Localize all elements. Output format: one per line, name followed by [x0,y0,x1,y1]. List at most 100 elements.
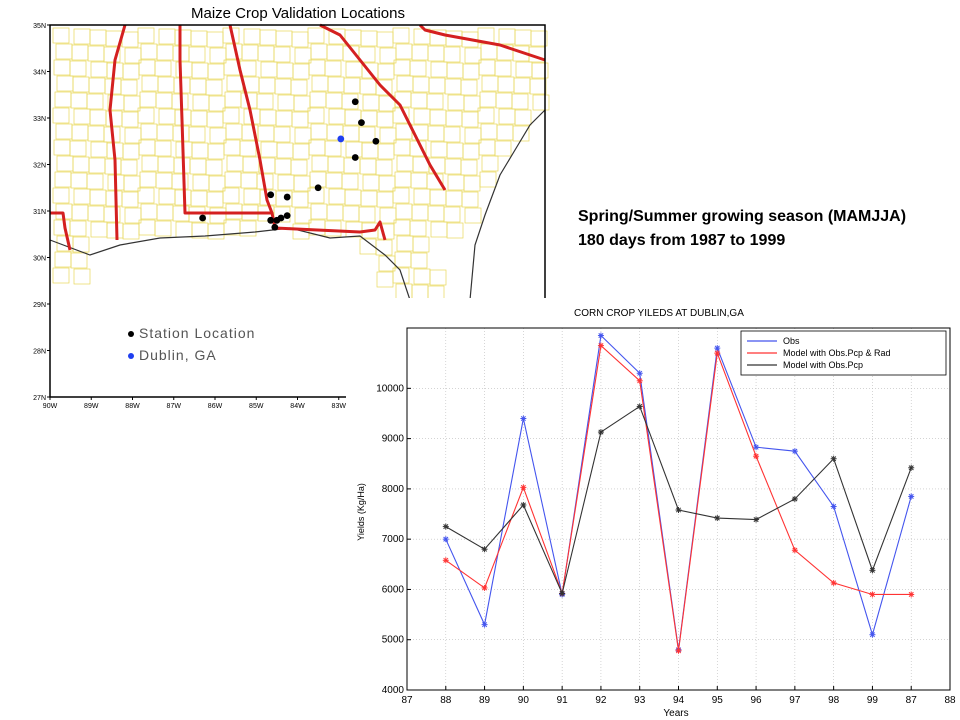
data-point [753,444,760,451]
county-cell [429,269,447,286]
data-point [520,484,527,491]
marker-stroke [908,493,914,499]
station-dot [277,214,285,222]
county-cell [222,187,240,204]
county-cell [69,60,87,77]
marker-stroke [637,403,643,409]
county-cell [222,107,240,124]
station-dot [351,154,359,161]
county-cell [464,207,482,224]
county-cell [52,107,70,124]
x-tick-label: 94 [673,695,685,706]
lat-label: 35N [33,23,46,30]
data-point [753,516,760,523]
data-point [442,536,449,543]
county-cell [103,46,121,63]
marker-stroke [869,567,875,573]
county-cell [171,173,189,190]
dublin-dot [337,135,345,143]
county-cell [103,206,121,223]
station-dot [267,191,275,199]
county-cell [120,79,138,96]
marker-stroke [520,502,526,508]
marker-stroke [753,517,759,523]
marker-stroke [443,557,449,563]
lat-label: 28N [33,349,46,356]
marker-stroke [598,429,604,435]
data-point [714,350,721,357]
county-cell [52,267,70,284]
data-point [559,590,566,597]
county-cell [273,46,291,63]
station-dot [283,212,291,220]
county-cell [375,159,393,176]
county-cell [137,27,155,44]
x-tick-label: 89 [479,695,491,706]
marker-stroke [637,378,643,384]
x-tick-label: 92 [595,695,607,706]
legend-label: Station Location [139,325,255,341]
data-point [636,370,643,377]
legend-entry: Obs [783,336,800,346]
lon-label: 84W [290,403,305,410]
data-point [791,547,798,554]
data-point [791,495,798,502]
data-point [520,501,527,508]
data-point [869,631,876,638]
marker-stroke [831,580,837,586]
county-cell [494,140,512,157]
marker-stroke [598,343,604,349]
county-cell [120,159,138,176]
county-cell [460,79,478,96]
lat-label: 31N [33,209,46,216]
x-tick-label: 97 [789,695,801,706]
marker-stroke [675,507,682,513]
data-point [714,515,721,522]
county-cell [239,140,257,157]
county-cell [137,187,155,204]
data-point [442,523,449,530]
county-cell [426,93,444,110]
marker-stroke [443,536,449,542]
x-tick-label: 88 [440,695,452,706]
county-cell [358,206,376,223]
marker-stroke [714,515,720,521]
marker-stroke [869,591,875,598]
marker-stroke [559,590,565,597]
marker-stroke [753,453,759,459]
county-cell [529,78,547,95]
county-cell [443,206,461,223]
data-point [714,345,721,352]
x-tick-label: 88 [944,695,956,706]
marker-stroke [482,622,488,628]
state-boundary [418,23,546,62]
y-axis-label: Yields (Kg/Ha) [356,483,366,541]
state-boundary [108,24,127,241]
data-point [908,493,915,500]
data-point [830,503,837,510]
state-boundary [228,24,274,214]
data-point [597,332,604,339]
x-tick-label: 95 [712,695,724,706]
data-point [481,621,488,628]
lon-label: 85W [249,403,264,410]
y-tick-label: 6000 [382,584,405,595]
map-panel: Maize Crop Validation Locations 35N 34N 33N… [30,0,550,412]
lon-label: 83W [332,403,347,410]
county-cell [73,268,91,285]
lat-label: 32N [33,163,46,170]
station-dot [351,98,359,106]
county-cell [494,60,512,77]
station-dot [199,214,207,222]
county-cell [412,236,430,253]
legend-label: Dublin, GA [139,347,217,363]
marker-stroke [831,503,837,510]
lon-label: 88W [125,403,140,410]
legend-entry: Model with Obs.Pcp [783,360,863,370]
lon-label: 87W [167,403,182,410]
marker-stroke [714,345,720,351]
x-tick-label: 98 [828,695,840,706]
lat-label: 34N [33,70,46,77]
x-tick-label: 87 [401,695,413,706]
county-cell [481,155,499,172]
